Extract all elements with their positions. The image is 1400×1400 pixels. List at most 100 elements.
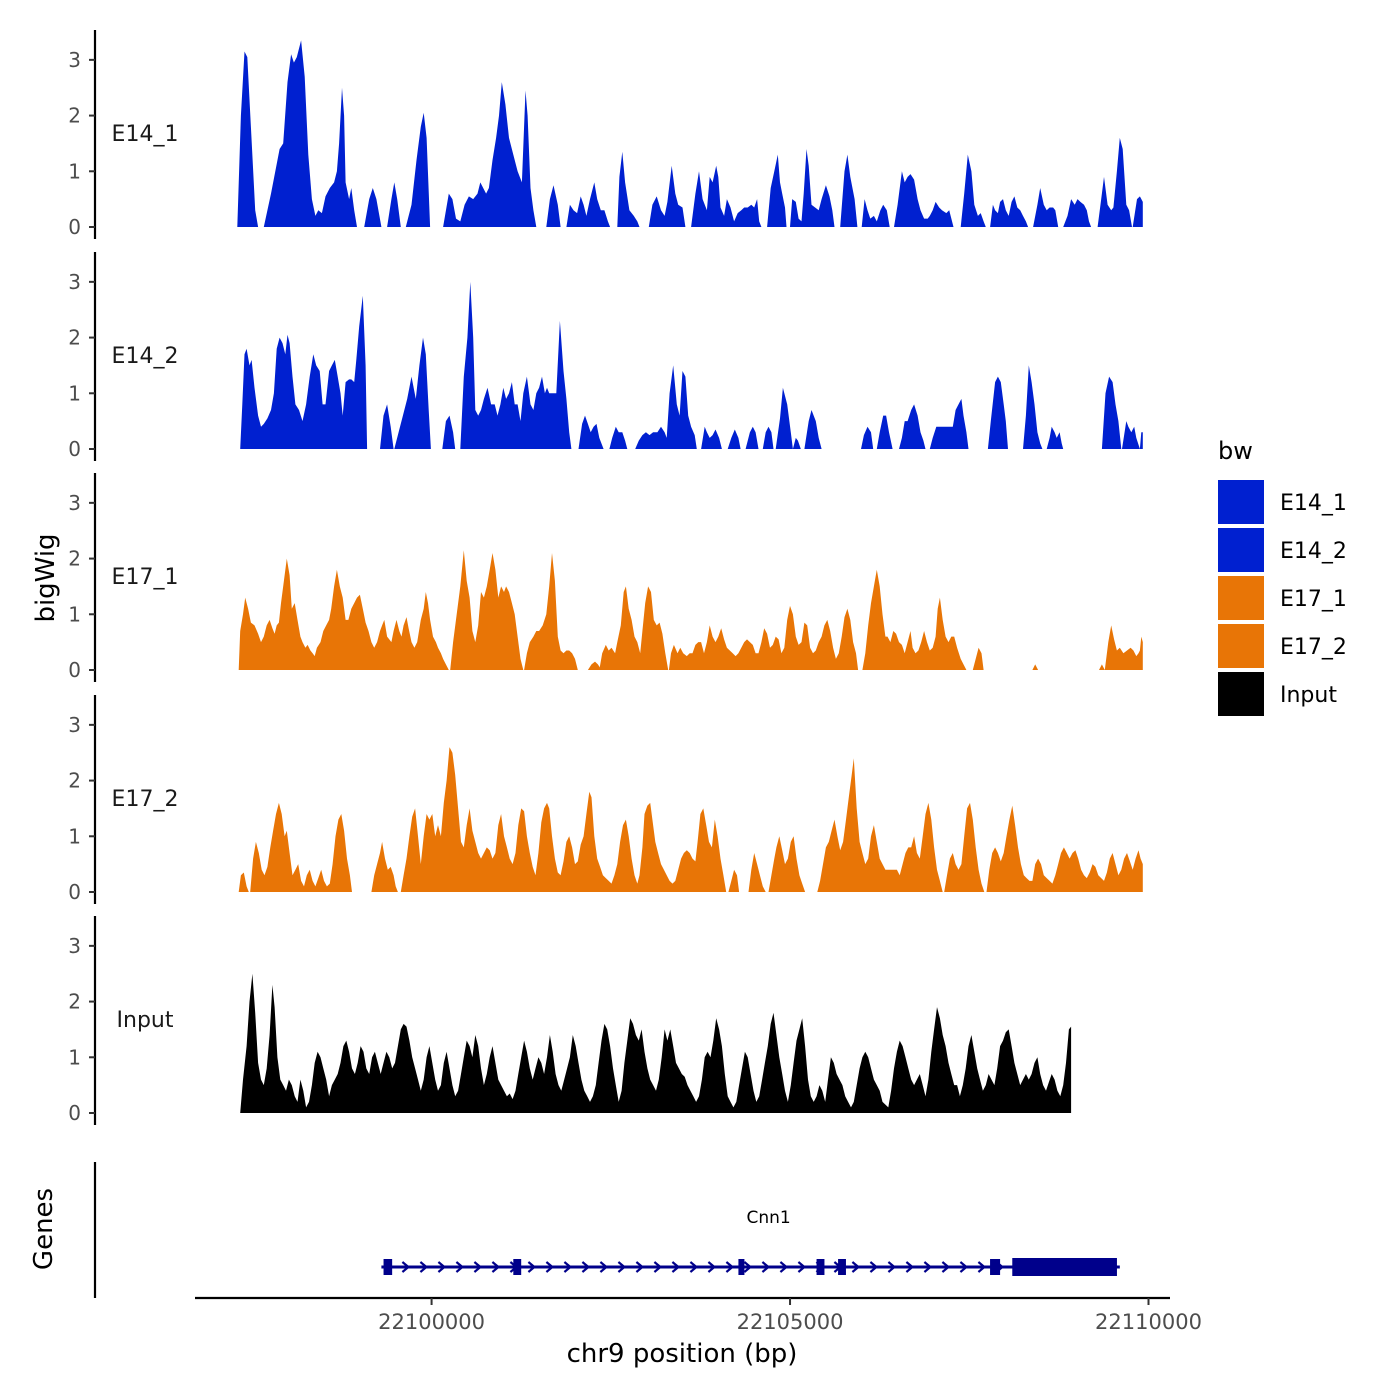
y-tick-label: 1	[68, 824, 81, 848]
panel-e17-1: 0 1 2 3 E17_1	[68, 473, 1143, 682]
panel-e14-1: 0 1 2 3 E14_1	[68, 30, 1143, 239]
y-tick-label: 2	[68, 769, 81, 793]
strand-arrow	[869, 1261, 879, 1273]
y-tick-label: 2	[68, 326, 81, 350]
strand-arrow	[923, 1261, 933, 1273]
exon-block	[1012, 1258, 1117, 1276]
y-tick-label: 3	[68, 48, 81, 72]
legend-label: E14_2	[1280, 539, 1347, 564]
bigwig-panels: 0 1 2 3 E14_1 0 1 2 3 E14_2 0 1 2 3 E17_1 0 1 2 3 E17_2 0 1 2 3…	[68, 30, 1143, 1125]
y-tick-label: 3	[68, 713, 81, 737]
legend-swatch	[1218, 672, 1264, 716]
strand-arrow	[617, 1261, 627, 1273]
x-tick-label: 22100000	[378, 1310, 485, 1334]
y-tick-label: 1	[68, 159, 81, 183]
panel-e17-2: 0 1 2 3 E17_2	[68, 695, 1143, 904]
legend-label: E17_1	[1280, 587, 1347, 612]
y-tick-label: 3	[68, 491, 81, 515]
strand-arrow	[761, 1261, 771, 1273]
strand-arrow	[455, 1261, 465, 1273]
y-tick-label: 1	[68, 381, 81, 405]
strand-arrow	[779, 1261, 789, 1273]
strand-arrow	[725, 1261, 735, 1273]
legend-label: E14_1	[1280, 491, 1347, 516]
exon-block	[838, 1259, 846, 1275]
x-axis-title: chr9 position (bp)	[567, 1339, 798, 1369]
strand-arrow	[635, 1261, 645, 1273]
legend-swatch	[1218, 480, 1264, 524]
strand-arrow	[941, 1261, 951, 1273]
coverage-area	[238, 747, 1143, 892]
strand-arrow	[419, 1261, 429, 1273]
legend-title: bw	[1218, 437, 1253, 465]
y-tick-label: 0	[68, 658, 81, 682]
exon-block	[738, 1259, 745, 1275]
track-label: Input	[117, 1008, 174, 1033]
legend-item: Input	[1218, 672, 1337, 716]
strand-arrow	[491, 1261, 501, 1273]
strand-arrow	[887, 1261, 897, 1273]
strand-arrow	[401, 1261, 411, 1273]
x-axis: 22100000 22105000 22110000	[195, 1296, 1202, 1334]
genes-axis-title: Genes	[29, 1188, 59, 1270]
legend-swatch	[1218, 528, 1264, 572]
legend-item: E14_2	[1218, 528, 1347, 572]
track-label: E14_2	[112, 344, 179, 369]
legend-swatch	[1218, 576, 1264, 620]
y-tick-label: 3	[68, 270, 81, 294]
exon-block	[513, 1259, 522, 1275]
y-tick-label: 3	[68, 934, 81, 958]
coverage-area	[237, 40, 1143, 228]
legend-item: E17_1	[1218, 576, 1347, 620]
y-axis-title: bigWig	[31, 533, 61, 622]
x-tick-label: 22105000	[737, 1310, 844, 1334]
legend-item: E17_2	[1218, 624, 1347, 668]
coverage-area	[238, 550, 1143, 670]
y-tick-label: 2	[68, 990, 81, 1014]
exon-block	[990, 1259, 1001, 1275]
legend: E14_1 E14_2 E17_1 E17_2 Input	[1218, 480, 1347, 716]
y-tick-label: 1	[68, 602, 81, 626]
y-tick-label: 2	[68, 547, 81, 571]
x-tick-label: 22110000	[1095, 1310, 1202, 1334]
strand-arrow	[707, 1261, 717, 1273]
strand-arrow	[851, 1261, 861, 1273]
strand-arrow	[473, 1261, 483, 1273]
legend-label: Input	[1280, 683, 1337, 708]
y-tick-label: 2	[68, 104, 81, 128]
strand-arrow	[581, 1261, 591, 1273]
strand-arrow	[671, 1261, 681, 1273]
strand-arrow	[905, 1261, 915, 1273]
y-tick-label: 0	[68, 215, 81, 239]
legend-swatch	[1218, 624, 1264, 668]
strand-arrow	[797, 1261, 807, 1273]
strand-arrow	[545, 1261, 555, 1273]
strand-arrow	[959, 1261, 969, 1273]
track-label: E17_1	[112, 565, 179, 590]
coverage-area	[240, 281, 1143, 449]
gene-cnn1: Cnn1	[381, 1208, 1120, 1276]
strand-arrow	[437, 1261, 447, 1273]
strand-arrow	[527, 1261, 537, 1273]
genes-panel: Cnn1	[93, 1162, 1120, 1298]
y-tick-label: 0	[68, 437, 81, 461]
strand-arrow	[977, 1261, 987, 1273]
legend-item: E14_1	[1218, 480, 1347, 524]
track-label: E14_1	[112, 122, 179, 147]
exon-block	[383, 1259, 393, 1275]
y-tick-label: 0	[68, 880, 81, 904]
exon-block	[816, 1259, 825, 1275]
strand-arrow	[599, 1261, 609, 1273]
y-tick-label: 1	[68, 1045, 81, 1069]
strand-arrow	[689, 1261, 699, 1273]
gene-label: Cnn1	[746, 1208, 790, 1228]
y-tick-label: 0	[68, 1101, 81, 1125]
coverage-area	[240, 973, 1072, 1113]
strand-arrow	[653, 1261, 663, 1273]
track-label: E17_2	[112, 787, 179, 812]
legend-label: E17_2	[1280, 635, 1347, 660]
strand-arrow	[563, 1261, 573, 1273]
strand-arrow	[743, 1261, 753, 1273]
panel-input: 0 1 2 3 Input	[68, 916, 1072, 1125]
